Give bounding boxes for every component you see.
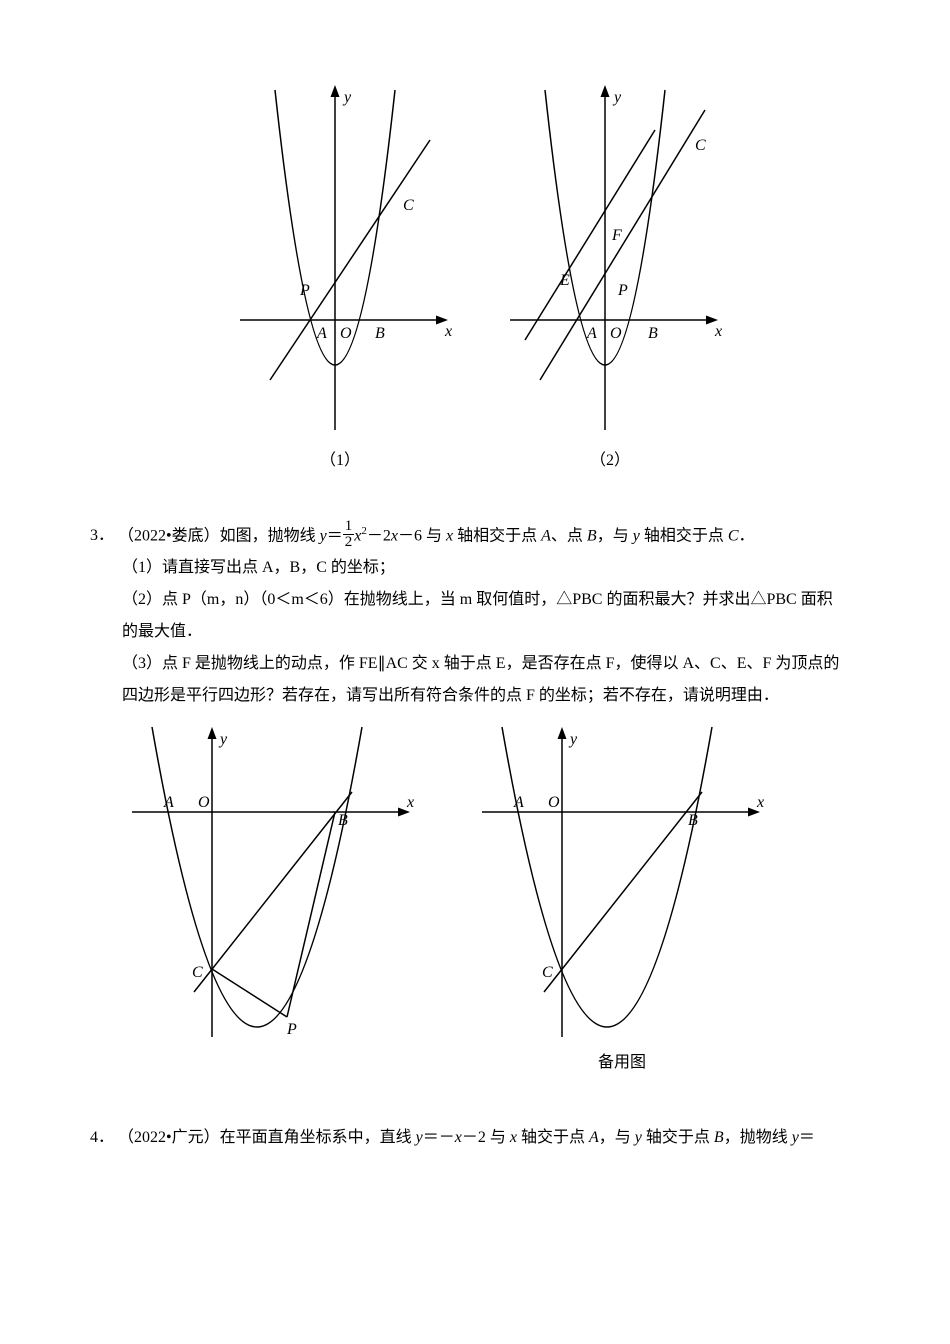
fmr-O: O [548, 794, 560, 811]
problem-4-t3: 轴交于点 [517, 1129, 589, 1146]
figure-2-caption: （2） [490, 446, 730, 470]
figure-mid-backup-label: 备用图 [472, 1048, 772, 1072]
figure-2-container: y x A O B C E F P （2） [490, 80, 730, 470]
fmr-B: B [688, 812, 698, 829]
fig2-x-label: x [714, 323, 722, 340]
problem-4-B: B [714, 1129, 724, 1146]
problem-4-number: 4． [90, 1122, 118, 1154]
problem-3-y2: y [633, 527, 640, 544]
problem-4-t5: 轴交于点 [642, 1129, 714, 1146]
problem-3: 3．（2022•娄底）如图，抛物线 y＝12x2－2x－6 与 x 轴相交于点 … [90, 520, 860, 712]
problem-4-x: x [455, 1129, 462, 1146]
problem-4-source: （2022•广元） [118, 1129, 220, 1146]
problem-3-B: B [587, 527, 597, 544]
fig2-B: B [648, 325, 658, 342]
figure-mid-left-svg: y x A O B C P [122, 722, 422, 1042]
problem-3-r12: 轴相交于点 [640, 527, 728, 544]
fmr-A: A [513, 794, 524, 811]
fig2-O: O [610, 325, 622, 342]
problem-3-source: （2022•娄底） [118, 527, 220, 544]
problem-4-t6: ，抛物线 [724, 1129, 792, 1146]
problem-3-part2a: （2）点 P（m，n）（0＜m＜6）在抛物线上，当 m 取何值时，△PBC 的面… [90, 584, 860, 616]
fig2-y-label: y [612, 89, 622, 106]
figure-1-container: y x A O B C P （1） [220, 80, 460, 470]
fmr-y: y [568, 731, 578, 748]
fig2-F: F [611, 227, 622, 244]
problem-4-y: y [416, 1129, 423, 1146]
fml-x: x [406, 794, 414, 811]
fig1-P: P [299, 282, 310, 299]
fml-B: B [338, 812, 348, 829]
mid-figure-row: y x A O B C P y x [90, 722, 860, 1072]
figure-2-svg: y x A O B C E F P [490, 80, 730, 440]
problem-4-eq: ＝－ [423, 1129, 455, 1146]
problem-3-part1: （1）请直接写出点 A，B，C 的坐标； [90, 552, 860, 584]
problem-3-r6: 轴相交于点 [453, 527, 541, 544]
fml-y: y [218, 731, 228, 748]
figure-mid-left: y x A O B C P [122, 722, 422, 1072]
fig1-x-label: x [444, 323, 452, 340]
problem-3-r4: －6 与 [398, 527, 446, 544]
problem-4: 4．（2022•广元）在平面直角坐标系中，直线 y＝－x－2 与 x 轴交于点 … [90, 1122, 860, 1154]
figure-1-caption: （1） [220, 446, 460, 470]
fmr-C: C [542, 964, 553, 981]
problem-4-A: A [589, 1129, 599, 1146]
fig1-O: O [340, 325, 352, 342]
fig2-A: A [586, 325, 597, 342]
problem-3-stem: 3．（2022•娄底）如图，抛物线 y＝12x2－2x－6 与 x 轴相交于点 … [90, 520, 860, 552]
problem-4-x2: x [510, 1129, 517, 1146]
fml-A: A [163, 794, 174, 811]
problem-3-r2: －2 [367, 527, 391, 544]
problem-3-y: y [320, 527, 327, 544]
figure-1-svg: y x A O B C P [220, 80, 460, 440]
frac-bot: 2 [343, 535, 355, 550]
fmr-x: x [756, 794, 764, 811]
frac-top: 1 [343, 519, 355, 535]
problem-4-eq2: ＝ [799, 1129, 815, 1146]
problem-3-r8: 、点 [551, 527, 587, 544]
problem-3-part3b: 四边形是平行四边形？若存在，请写出所有符合条件的点 F 的坐标；若不存在，请说明… [90, 680, 860, 712]
top-figure-row: y x A O B C P （1） [90, 80, 860, 470]
problem-4-t2: －2 与 [462, 1129, 510, 1146]
problem-3-r14: ． [739, 527, 755, 544]
fig1-A: A [316, 325, 327, 342]
problem-3-A: A [541, 527, 551, 544]
problem-3-stem-prefix: 如图，抛物线 [220, 527, 320, 544]
figure-mid-right-svg: y x A O B C [472, 722, 772, 1042]
fml-O: O [198, 794, 210, 811]
fig2-P: P [617, 282, 628, 299]
problem-3-eq: ＝ [327, 527, 343, 544]
problem-3-C: C [728, 527, 739, 544]
problem-3-part3a: （3）点 F 是抛物线上的动点，作 FE∥AC 交 x 轴于点 E，是否存在点 … [90, 648, 860, 680]
problem-4-y2: y [635, 1129, 642, 1146]
problem-3-r10: ，与 [597, 527, 633, 544]
problem-4-t4: ，与 [599, 1129, 635, 1146]
fig2-C: C [695, 137, 706, 154]
fig1-C: C [403, 197, 414, 214]
problem-4-t1: 在平面直角坐标系中，直线 [220, 1129, 416, 1146]
fml-C: C [192, 964, 203, 981]
fig1-y-label: y [342, 89, 352, 106]
problem-3-number: 3． [90, 520, 118, 552]
figure-mid-right: y x A O B C 备用图 [472, 722, 772, 1072]
problem-4-y3: y [792, 1129, 799, 1146]
problem-3-part2b: 的最大值． [90, 616, 860, 648]
fig2-E: E [559, 272, 570, 289]
fig1-B: B [375, 325, 385, 342]
fml-P: P [286, 1021, 297, 1038]
problem-3-x2: x [391, 527, 398, 544]
problem-3-fraction: 12 [343, 519, 355, 550]
